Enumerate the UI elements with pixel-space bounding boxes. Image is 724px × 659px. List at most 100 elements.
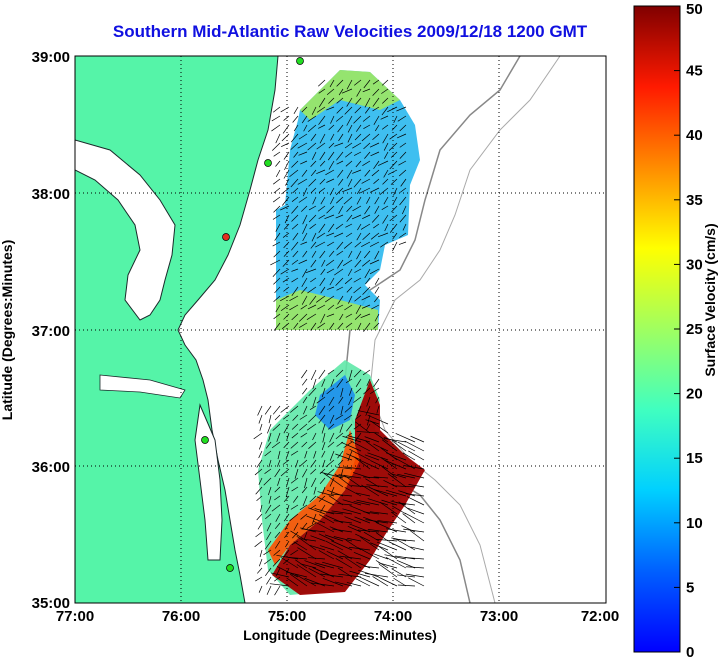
velocity-vector	[369, 268, 380, 275]
velocity-vector	[363, 476, 380, 479]
velocity-vector	[291, 277, 299, 283]
velocity-vector	[265, 441, 272, 449]
velocity-vector	[369, 241, 380, 247]
velocity-vector	[335, 304, 344, 310]
velocity-vector	[374, 295, 380, 303]
velocity-vector	[372, 576, 389, 587]
colorbar-tick-label: 40	[686, 127, 703, 144]
velocity-vector	[316, 396, 326, 404]
velocity-vector	[390, 473, 407, 479]
velocity-vector	[310, 468, 317, 475]
velocity-vector	[269, 583, 290, 587]
velocity-vector	[357, 322, 362, 331]
velocity-vector	[319, 250, 326, 259]
velocity-vector	[342, 499, 362, 506]
velocity-vector	[370, 420, 389, 434]
velocity-vector	[320, 196, 326, 205]
velocity-vector	[396, 502, 416, 506]
station-marker	[296, 57, 304, 65]
velocity-vector	[311, 106, 317, 115]
velocity-vector	[335, 187, 344, 196]
y-tick-label: 35:00	[32, 595, 70, 612]
velocity-vector	[313, 486, 317, 495]
velocity-vector	[397, 115, 407, 122]
velocity-vector	[352, 142, 362, 149]
velocity-vector	[386, 528, 407, 533]
velocity-vector	[307, 142, 317, 151]
velocity-vector	[391, 505, 407, 515]
velocity-vector	[400, 178, 407, 187]
velocity-vector	[340, 468, 344, 479]
velocity-vector	[401, 525, 416, 533]
velocity-vector	[321, 378, 326, 387]
velocity-vector	[379, 501, 398, 515]
velocity-vector	[369, 511, 389, 515]
velocity-vector	[280, 295, 290, 302]
velocity-vector	[336, 286, 344, 291]
velocity-vector	[308, 441, 317, 449]
velocity-vector	[268, 432, 272, 442]
velocity-vector	[310, 459, 317, 468]
velocity-vector	[364, 268, 371, 279]
velocity-vector	[291, 160, 299, 168]
velocity-vector	[337, 503, 353, 506]
velocity-vector	[362, 88, 371, 93]
velocity-vector	[291, 286, 299, 297]
velocity-vector	[283, 549, 290, 558]
velocity-vector	[355, 387, 362, 394]
velocity-vector	[268, 495, 272, 504]
velocity-vector	[334, 473, 353, 488]
velocity-vector	[306, 515, 326, 524]
velocity-vector	[266, 531, 272, 541]
velocity-vector	[274, 531, 281, 539]
velocity-vector	[285, 178, 290, 186]
velocity-vector	[335, 414, 344, 420]
velocity-vector	[378, 160, 389, 166]
velocity-vector	[335, 277, 344, 286]
velocity-vector	[319, 545, 335, 551]
velocity-vector	[354, 295, 362, 302]
velocity-vector	[374, 196, 380, 205]
velocity-vector	[385, 489, 407, 497]
velocity-vector	[336, 106, 344, 114]
estuary-sound	[194, 403, 223, 561]
velocity-vector	[311, 250, 317, 258]
velocity-vector	[328, 142, 335, 149]
velocity-vector	[322, 459, 326, 468]
velocity-vector	[255, 486, 263, 495]
velocity-vector	[346, 115, 353, 126]
velocity-vector	[372, 79, 380, 85]
velocity-vector	[348, 435, 371, 443]
velocity-vector	[336, 160, 344, 165]
colorbar-tick-label: 45	[686, 63, 703, 80]
velocity-vector	[280, 468, 290, 477]
velocity-vector	[272, 106, 281, 113]
velocity-vector	[343, 241, 353, 249]
velocity-vector	[272, 214, 281, 220]
colorbar-tick-label: 5	[686, 579, 694, 596]
velocity-vector	[329, 322, 335, 330]
velocity-vector	[381, 124, 389, 130]
velocity-vector	[345, 232, 353, 238]
velocity-vector	[309, 295, 317, 305]
colorbar-tick-label: 30	[686, 256, 703, 273]
velocity-vector	[373, 223, 380, 229]
velocity-vector	[283, 558, 290, 565]
velocity-vector	[302, 187, 308, 197]
velocity-vector	[314, 562, 335, 569]
velocity-vector	[282, 124, 290, 134]
velocity-vector	[328, 495, 344, 506]
velocity-vector	[300, 432, 308, 438]
velocity-vector	[300, 538, 317, 542]
velocity-vector	[308, 214, 317, 223]
velocity-vector	[326, 268, 335, 274]
velocity-vector	[363, 511, 380, 515]
velocity-vector	[392, 241, 398, 252]
velocity-vector	[335, 466, 353, 470]
velocity-vector	[399, 151, 407, 159]
velocity-vector	[338, 178, 344, 186]
velocity-vector	[329, 277, 335, 286]
velocity-vector	[283, 441, 290, 449]
velocity-vector	[285, 486, 290, 498]
velocity-vector	[309, 405, 317, 410]
